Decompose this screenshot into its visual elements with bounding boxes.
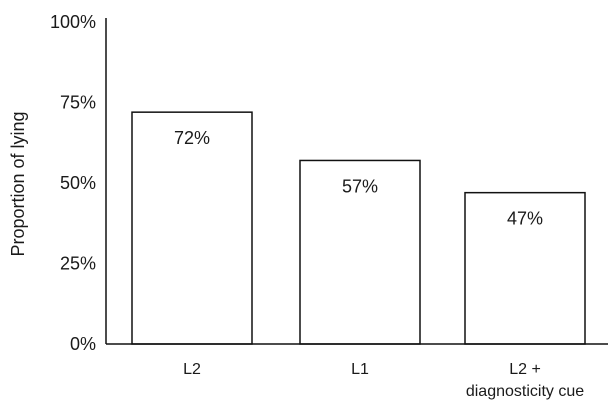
data-label: 47% — [507, 209, 543, 229]
bar — [464, 191, 586, 345]
bars — [131, 111, 586, 345]
y-tick-label: 50% — [60, 173, 96, 193]
x-tick-label-line: L2 + — [509, 361, 541, 378]
y-tick-label: 25% — [60, 254, 96, 274]
x-tick-label: L1 — [351, 361, 369, 378]
y-axis-label: Proportion of lying — [8, 111, 28, 256]
y-tick-label: 0% — [70, 334, 96, 354]
x-tick-label: L2 — [183, 361, 201, 378]
data-labels: 72% 57% 47% — [174, 128, 543, 229]
bar — [131, 111, 253, 345]
bar — [299, 159, 421, 345]
x-axis-category-labels: L2 L1 L2 + diagnosticity cue — [183, 361, 584, 400]
y-tick-label: 75% — [60, 93, 96, 113]
x-tick-label-line: diagnosticity cue — [466, 383, 584, 400]
y-tick-label: 100% — [50, 12, 96, 32]
x-tick-label-line: L2 — [183, 361, 201, 378]
x-tick-label: L2 + diagnosticity cue — [466, 361, 584, 400]
data-label: 72% — [174, 128, 210, 148]
data-label: 57% — [342, 176, 378, 196]
x-tick-label-line: L1 — [351, 361, 369, 378]
y-axis-ticks: 0% 25% 50% 75% 100% — [50, 12, 96, 354]
